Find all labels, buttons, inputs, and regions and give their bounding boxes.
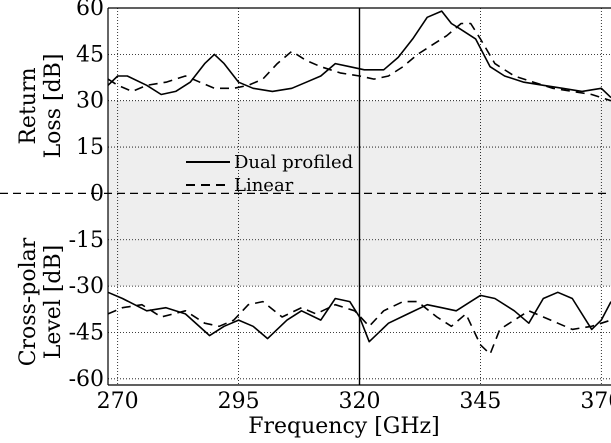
series-line-dual-profiled-cross-polar [107, 291, 611, 343]
y-tick-label-15: 15 [76, 135, 104, 160]
y-tick-label-30: 30 [76, 89, 104, 114]
legend-label-dual-profiled: Dual profiled [234, 152, 353, 173]
x-tick-labels: 270 295 320 345 370 [97, 389, 611, 414]
grid-layer [0, 7, 611, 385]
y-axis-title-cross-polar-line2: Level [dB] [41, 245, 66, 360]
y-tick-label-0: 0 [90, 181, 104, 206]
legend: Dual profiled Linear [186, 152, 353, 196]
series-line-linear-cross-polar [107, 300, 611, 355]
axes-frame-layer [107, 7, 611, 386]
y-tick-label--60: -60 [69, 367, 104, 392]
legend-label-linear: Linear [234, 175, 294, 196]
y-tick-label--15: -15 [69, 228, 104, 253]
y-tick-label-60: 60 [76, 0, 104, 21]
x-axis-title: Frequency [GHz] [248, 414, 440, 439]
x-tick-label-370: 370 [580, 389, 611, 414]
y-tick-label--30: -30 [69, 274, 104, 299]
y-axis-title-return-loss-line1: Return [16, 67, 41, 144]
series-line-dual-profiled-return-loss [107, 10, 611, 99]
x-tick-label-345: 345 [459, 389, 501, 414]
x-tick-label-270: 270 [97, 389, 139, 414]
y-tick-label-45: 45 [76, 42, 104, 67]
x-tick-label-295: 295 [218, 389, 260, 414]
y-axis-title-return-loss-line2: Loss [dB] [41, 54, 66, 159]
x-tick-label-320: 320 [339, 389, 381, 414]
y-tick-label--45: -45 [69, 320, 104, 345]
y-tick-labels: 60 45 30 15 0 -15 -30 -45 -60 [69, 0, 104, 392]
y-axis-title-cross-polar-line1: Cross-polar [16, 237, 41, 366]
